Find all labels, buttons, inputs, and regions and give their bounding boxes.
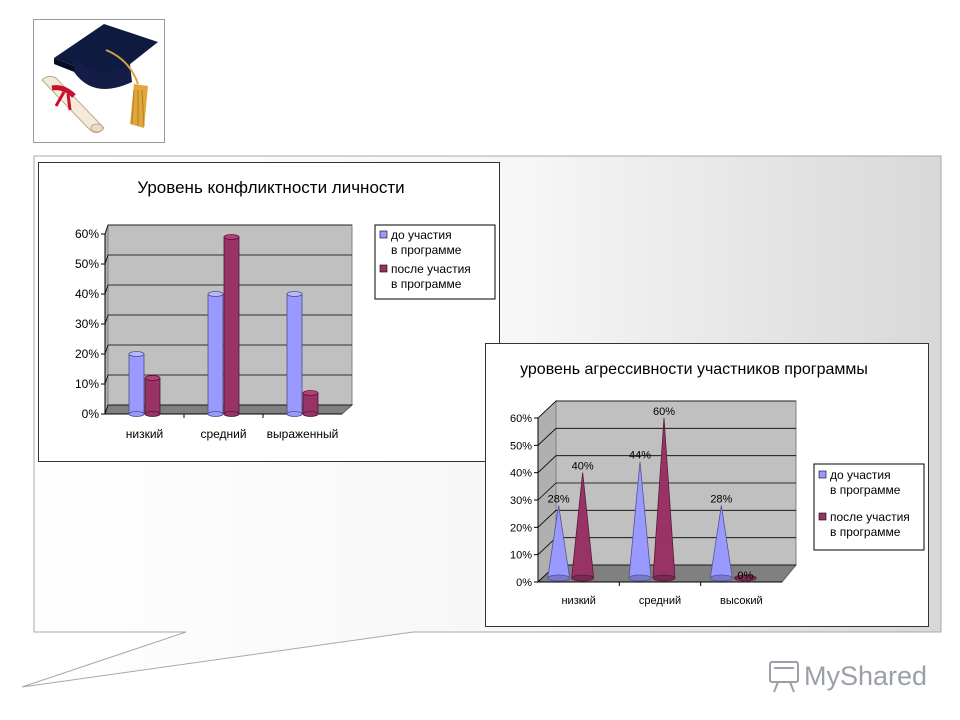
legend-label-line: в программе <box>391 277 462 291</box>
gridline <box>104 254 352 265</box>
y-tick-label: 0% <box>82 407 100 421</box>
x-category-label: средний <box>200 427 246 441</box>
gridline <box>104 314 352 325</box>
data-label: 0% <box>737 570 753 582</box>
y-tick-label: 50% <box>510 440 532 452</box>
gridline <box>537 455 796 473</box>
legend-box <box>374 224 496 300</box>
x-category-label: средний <box>639 595 681 607</box>
gridline <box>104 344 352 355</box>
bar <box>302 392 319 415</box>
bar-top <box>128 351 145 357</box>
legend-swatch <box>818 470 827 479</box>
myshared-logo: MyShared <box>766 656 936 696</box>
gridline <box>537 509 796 528</box>
legend-label-line: в программе <box>830 525 901 539</box>
bar <box>223 236 240 415</box>
y-tick-label: 40% <box>75 287 99 301</box>
legend-label: до участия в программе <box>391 228 462 257</box>
legend-label-line: до участия <box>830 468 891 482</box>
y-tick-label: 20% <box>510 522 532 534</box>
bar-top <box>223 234 240 240</box>
y-tick-label: 50% <box>75 257 99 271</box>
bar-cone-base <box>628 574 652 582</box>
legend-label: после участия в программе <box>830 510 910 539</box>
gridline <box>537 427 796 446</box>
chart-title: Уровень конфликтности личности <box>137 178 404 197</box>
bar-bottom <box>302 411 319 417</box>
data-label: 40% <box>572 461 594 473</box>
y-tick-label: 10% <box>75 377 99 391</box>
bar-bottom <box>144 411 161 417</box>
data-label: 44% <box>629 450 651 462</box>
bar-bottom <box>207 411 224 417</box>
bar-bottom <box>223 411 240 417</box>
y-tick-label: 60% <box>510 413 532 425</box>
gridline <box>104 224 352 235</box>
legend-box <box>813 463 925 551</box>
data-label: 60% <box>653 406 675 418</box>
bar-cone-base <box>709 574 733 582</box>
bar-top <box>302 390 319 396</box>
gridline <box>537 400 796 419</box>
bar-top <box>286 291 303 297</box>
bar-cone-base <box>571 574 595 582</box>
bar <box>286 293 303 415</box>
x-category-label: выраженный <box>267 427 339 441</box>
gridline <box>104 374 352 385</box>
x-category-label: низкий <box>561 595 595 607</box>
gridline <box>104 404 352 415</box>
bar-bottom <box>128 411 145 417</box>
x-category-label: низкий <box>126 427 164 441</box>
chart-title: уровень агрессивности участников програм… <box>520 361 868 378</box>
y-tick-label: 60% <box>75 227 99 241</box>
legend-swatch <box>818 512 827 521</box>
bar <box>207 293 224 415</box>
legend-label-line: после участия <box>391 262 471 276</box>
legend-label: до участия в программе <box>830 468 901 497</box>
aggression-level-chart: уровень агрессивности участников програм… <box>485 343 929 627</box>
bar-cone-base <box>652 574 676 582</box>
legend-label-line: в программе <box>391 243 462 257</box>
y-tick-label: 30% <box>510 495 532 507</box>
data-label: 28% <box>548 493 570 505</box>
bar-top <box>144 375 161 381</box>
projector-icon <box>769 661 799 693</box>
legend-swatch <box>379 264 388 273</box>
bar-cone-base <box>733 574 757 582</box>
legend-label-line: после участия <box>830 510 910 524</box>
conflict-level-chart: Уровень конфликтности личности 0% 10% 20% 30… <box>38 162 500 462</box>
graduation-cap-image <box>33 19 165 143</box>
bar-top <box>207 291 224 297</box>
y-tick-label: 30% <box>75 317 99 331</box>
legend-label-line: в программе <box>830 483 901 497</box>
bar-bottom <box>286 411 303 417</box>
x-category-label: высокий <box>720 595 763 607</box>
logo-text: MyShared <box>804 661 927 691</box>
gridline <box>537 482 796 501</box>
legend-swatch <box>379 230 388 239</box>
y-tick-label: 40% <box>510 468 532 480</box>
gridline <box>104 284 352 295</box>
data-label: 28% <box>710 493 732 505</box>
y-tick-label: 10% <box>510 550 532 562</box>
bar <box>128 353 145 415</box>
y-tick-label: 20% <box>75 347 99 361</box>
graduation-cap-icon <box>41 24 158 134</box>
bar-cone-base <box>547 574 571 582</box>
legend-label-line: до участия <box>391 228 452 242</box>
legend-label: после участия в программе <box>391 262 471 291</box>
bar <box>144 377 161 415</box>
y-tick-label: 0% <box>516 577 532 589</box>
